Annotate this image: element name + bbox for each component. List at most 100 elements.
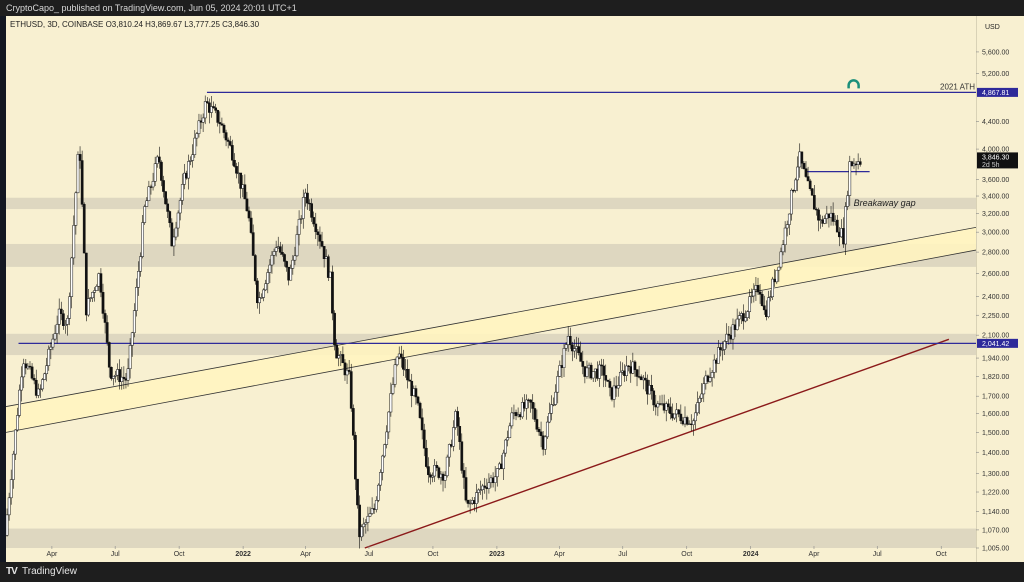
candle-down — [568, 336, 572, 346]
candle-up — [128, 345, 132, 369]
candle-up — [700, 393, 704, 399]
candle-up — [383, 444, 386, 457]
candle-down — [230, 145, 234, 161]
candle-down — [335, 344, 338, 359]
candle-down — [99, 273, 103, 293]
candle-down — [239, 172, 243, 189]
y-tick-label: 2,250.00 — [982, 313, 1009, 320]
candle-up — [147, 186, 151, 202]
zone-box — [6, 197, 976, 210]
candle-down — [118, 369, 122, 382]
candle-up — [445, 456, 449, 477]
candle-down — [758, 291, 762, 295]
candle-down — [677, 409, 681, 415]
candle-up — [291, 259, 295, 269]
ath-marker-icon — [847, 79, 860, 89]
candle-up — [702, 383, 706, 395]
candle-up — [193, 137, 197, 155]
candle-down — [719, 347, 722, 350]
candle-down — [82, 204, 86, 254]
candle-up — [68, 296, 71, 319]
candle-up — [45, 365, 49, 375]
candle-down — [281, 252, 284, 255]
candle-down — [356, 478, 359, 506]
candle-up — [172, 236, 176, 247]
candle-up — [506, 437, 510, 441]
candle-up — [495, 468, 499, 478]
ath-price-tag-bg — [977, 87, 1018, 97]
candle-up — [180, 184, 184, 201]
level-price-tag: 2,041.42 — [982, 341, 1009, 348]
x-tick-label: 2023 — [489, 551, 505, 558]
candle-up — [612, 385, 616, 400]
zone-box — [6, 243, 976, 267]
x-tick-label: Oct — [681, 551, 692, 558]
candle-down — [285, 261, 288, 268]
candle-up — [721, 349, 724, 351]
annotation-text: Breakaway gap — [854, 198, 916, 208]
x-tick-label: Apr — [809, 551, 821, 558]
candle-up — [141, 222, 144, 257]
candle-down — [602, 365, 605, 376]
candle-down — [251, 232, 255, 256]
candle-up — [698, 397, 701, 403]
candle-down — [84, 252, 88, 316]
candle-up — [153, 163, 157, 182]
candle-up — [556, 376, 560, 393]
candle-down — [351, 408, 355, 436]
candle-up — [787, 213, 791, 225]
candle-up — [691, 420, 695, 426]
x-tick-label: Oct — [427, 551, 438, 558]
candle-up — [783, 227, 787, 245]
candle-down — [850, 161, 854, 167]
candle-down — [679, 413, 683, 422]
candle-down — [233, 159, 236, 167]
y-tick-label: 1,220.00 — [982, 490, 1009, 497]
candle-down — [804, 168, 808, 177]
candle-up — [6, 514, 9, 536]
tradingview-brand: TradingView — [22, 566, 78, 577]
candle-up — [769, 296, 772, 298]
y-tick-label: 1,820.00 — [982, 374, 1009, 381]
candle-up — [337, 355, 341, 359]
y-tick-label: 4,400.00 — [982, 119, 1009, 126]
channel-upper-line — [6, 227, 976, 407]
candle-down — [815, 208, 818, 211]
candle-up — [139, 256, 142, 272]
candle-down — [310, 203, 313, 218]
candle-up — [39, 388, 42, 390]
candle-up — [387, 411, 391, 433]
candle-up — [598, 364, 601, 379]
candle-up — [481, 485, 485, 490]
candle-down — [600, 364, 603, 367]
candle-up — [262, 289, 265, 298]
candle-down — [727, 333, 731, 336]
candle-down — [756, 285, 760, 293]
candle-down — [316, 231, 320, 235]
candle-down — [226, 139, 230, 142]
candle-up — [443, 475, 447, 481]
candle-up — [72, 225, 76, 259]
candle-up — [66, 318, 69, 325]
candle-down — [456, 411, 459, 427]
candle-down — [483, 485, 487, 488]
candle-up — [258, 297, 261, 304]
candle-up — [385, 431, 389, 445]
y-tick-label: 1,005.00 — [982, 546, 1009, 553]
publish-info: CryptoCapo_ published on TradingView.com… — [6, 3, 297, 13]
candle-up — [752, 289, 756, 297]
candle-down — [414, 388, 418, 398]
y-tick-label: 1,140.00 — [982, 509, 1009, 516]
candle-up — [558, 365, 562, 377]
candle-down — [157, 156, 161, 163]
plot-area[interactable] — [6, 16, 976, 562]
price-axis[interactable] — [976, 16, 1024, 562]
candle-down — [666, 403, 670, 408]
candle-up — [132, 310, 136, 334]
candle-down — [105, 322, 109, 343]
y-tick-label: 5,200.00 — [982, 71, 1009, 78]
x-tick-label: 2024 — [743, 551, 759, 558]
candle-up — [781, 244, 785, 253]
candle-down — [458, 426, 462, 442]
